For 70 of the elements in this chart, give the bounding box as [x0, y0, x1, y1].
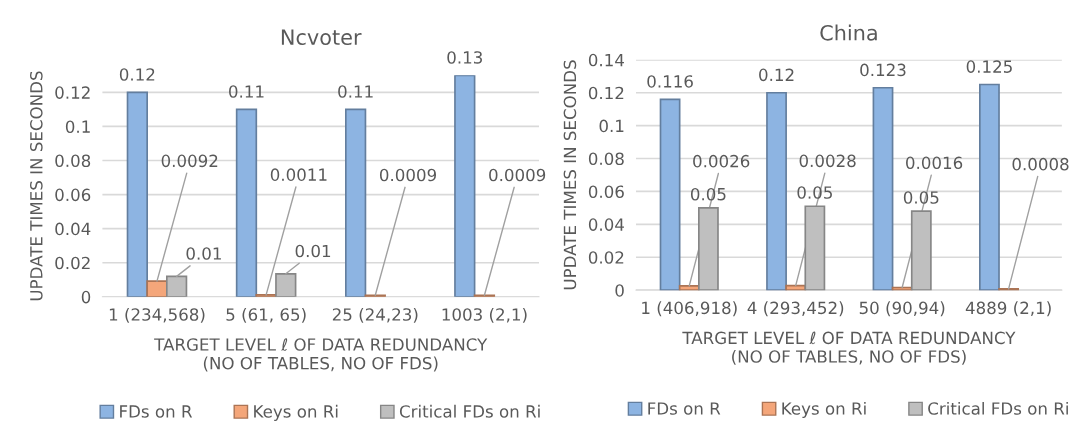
y-tick-label: 0.06 — [55, 188, 91, 202]
data-label: 0.0011 — [270, 168, 327, 181]
legend-label: FDs on R — [648, 402, 721, 415]
y-tick-label: 0 — [81, 290, 91, 304]
data-label: 0.125 — [966, 60, 1012, 73]
data-label: 0.12 — [759, 68, 794, 82]
x-tick-label: 5 (61, 65) — [226, 307, 306, 323]
data-label: 0.05 — [903, 191, 939, 204]
data-label: 0.11 — [338, 85, 373, 98]
data-label: 0.116 — [647, 75, 693, 88]
y-tick-label: 0.12 — [55, 86, 90, 99]
data-label: 0.11 — [229, 85, 264, 98]
bar — [235, 108, 258, 297]
x-tick-label: 1 (406,918) — [642, 301, 737, 317]
data-label: 0.0092 — [161, 154, 218, 168]
y-axis-title: UPDATE TIMES IN SECONDS — [30, 71, 43, 301]
legend-label: FDs on R — [120, 405, 193, 418]
legend-label: Critical FDs on Ri — [399, 404, 540, 418]
bar — [344, 108, 367, 297]
y-tick-label: 0.14 — [588, 53, 624, 67]
data-label: 0.12 — [119, 68, 155, 81]
data-label: 0.0008 — [1012, 157, 1069, 171]
bar — [804, 205, 826, 291]
y-tick-label: 0.1 — [599, 119, 624, 133]
legend-label: Critical FDs on Ri — [928, 401, 1068, 415]
y-tick-label: 0.02 — [55, 256, 90, 270]
bar — [126, 91, 148, 297]
y-tick-label: 0.04 — [588, 218, 624, 231]
data-label: 0.0026 — [693, 154, 750, 168]
bar — [979, 83, 1000, 291]
data-label: 0.13 — [447, 51, 482, 64]
data-label: 0.0009 — [379, 168, 437, 182]
chart-title: China — [820, 24, 877, 41]
bar — [872, 86, 894, 291]
data-label: 0.0009 — [489, 168, 546, 182]
data-label: 0.05 — [690, 187, 726, 201]
x-tick-label: 25 (24,23) — [332, 307, 418, 323]
bar — [659, 98, 681, 291]
data-label: 0.0016 — [906, 156, 963, 170]
chart-title: Ncvoter — [281, 29, 362, 46]
bar — [165, 275, 188, 297]
bar — [275, 272, 297, 297]
x-tick-label: 1 (234,568) — [109, 307, 205, 323]
legend-label: Keys on Ri — [254, 404, 338, 421]
x-tick-label: 4889 (2,1) — [965, 301, 1051, 317]
x-tick-label: 1003 (2,1) — [442, 307, 527, 323]
data-label: 0.123 — [860, 63, 906, 77]
bar — [766, 91, 787, 291]
bar — [454, 75, 476, 297]
bar — [910, 210, 932, 291]
y-tick-label: 0.1 — [65, 120, 90, 133]
data-label: 0.01 — [295, 244, 331, 258]
y-tick-label: 0.06 — [588, 185, 624, 199]
bar — [697, 207, 719, 291]
y-axis-title: UPDATE TIMES IN SECONDS — [563, 60, 577, 290]
x-axis-title: TARGET LEVEL ℓ OF DATA REDUNDANCY (NO OF TABLES, NO OF FDS) — [154, 338, 488, 372]
data-label: 0.01 — [186, 247, 221, 260]
x-tick-label: 50 (90,94) — [859, 301, 945, 317]
x-tick-label: 4 (293,452) — [747, 301, 844, 317]
y-tick-label: 0.02 — [588, 251, 624, 264]
data-label: 0.05 — [797, 186, 832, 199]
y-tick-label: 0 — [615, 284, 624, 297]
y-tick-label: 0.12 — [588, 86, 624, 100]
y-tick-label: 0.04 — [55, 222, 91, 236]
legend-label: Keys on Ri — [782, 401, 866, 419]
y-tick-label: 0.08 — [55, 154, 91, 168]
data-label: 0.0028 — [799, 154, 856, 168]
y-tick-label: 0.08 — [588, 152, 624, 166]
bar — [146, 280, 168, 297]
x-axis-title: TARGET LEVEL ℓ OF DATA REDUNDANCY (NO OF TABLES, NO OF FDS) — [682, 331, 1016, 365]
